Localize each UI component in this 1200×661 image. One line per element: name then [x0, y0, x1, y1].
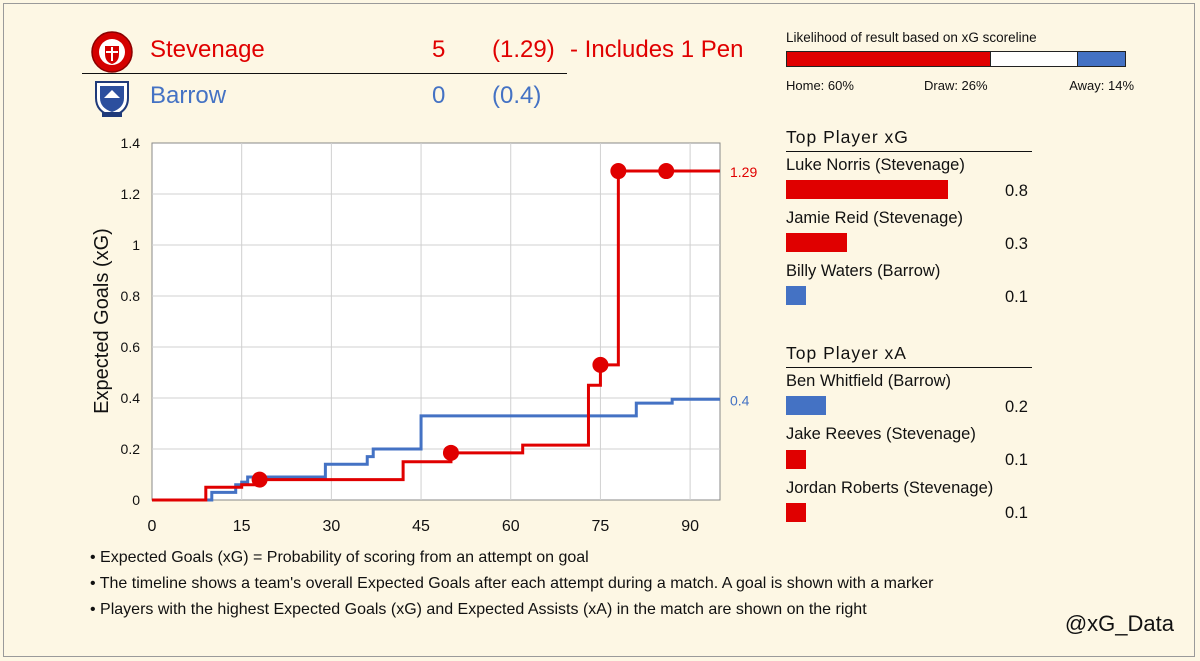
- x-tick-label: 0: [148, 518, 157, 535]
- top-xg-player-value: 0.3: [1005, 235, 1028, 253]
- top-xa-rule: [786, 367, 1032, 368]
- home-team-note: - Includes 1 Pen: [570, 36, 744, 63]
- top-xg-player-bar: [786, 286, 806, 305]
- top-xg-player-name: Luke Norris (Stevenage): [786, 156, 965, 174]
- top-xa-player-name: Jake Reeves (Stevenage): [786, 425, 976, 443]
- top-xg-player-name: Billy Waters (Barrow): [786, 262, 941, 280]
- top-xg-player-value: 0.8: [1005, 182, 1028, 200]
- y-tick-label: 0.8: [121, 288, 141, 304]
- footnote: • The timeline shows a team's overall Ex…: [90, 575, 934, 592]
- barrow-crest-icon: [95, 81, 129, 118]
- goal-marker: [442, 444, 459, 461]
- top-xg-rule: [786, 151, 1032, 152]
- footnotes: • Expected Goals (xG) = Probability of s…: [90, 545, 933, 623]
- top-xa-player-value: 0.1: [1005, 504, 1028, 522]
- plot-area: [151, 142, 721, 501]
- footnote: • Players with the highest Expected Goal…: [90, 601, 867, 618]
- home-team-xg: (1.29): [492, 36, 555, 63]
- likelihood-bar: [786, 51, 1126, 67]
- top-xa-player-name: Ben Whitfield (Barrow): [786, 372, 952, 390]
- y-tick-label: 0.2: [121, 441, 141, 457]
- top-xa-player-bar: [786, 396, 826, 415]
- home-team-name: Stevenage: [150, 36, 265, 63]
- top-xa-player-bar: [786, 450, 806, 469]
- home-team-goals: 5: [432, 36, 446, 63]
- y-tick-label: 1.2: [121, 186, 141, 202]
- y-tick-label: 0: [132, 492, 140, 508]
- likelihood-away-label: Away: 14%: [1069, 78, 1134, 93]
- top-xg-player-value: 0.1: [1005, 288, 1028, 306]
- likelihood-panel: Likelihood of result based on xG scoreli…: [786, 30, 1136, 93]
- likelihood-home-label: Home: 60%: [786, 78, 854, 93]
- top-xa-title: Top Player xA: [786, 343, 907, 363]
- away-team-name: Barrow: [150, 82, 227, 109]
- author-handle: @xG_Data: [1064, 611, 1174, 636]
- y-axis-label: Expected Goals (xG): [91, 228, 113, 414]
- away-team-row: Barrow 0 (0.4): [90, 76, 750, 120]
- stevenage-crest-icon: [91, 31, 133, 73]
- y-tick-label: 0.6: [121, 339, 141, 355]
- home-team-row: Stevenage 5 (1.29) - Includes 1 Pen: [90, 30, 750, 74]
- away-team-goals: 0: [432, 82, 446, 109]
- top-xa-player-name: Jordan Roberts (Stevenage): [786, 479, 994, 497]
- goal-marker: [610, 163, 627, 180]
- series-end-label: 1.29: [730, 164, 757, 180]
- y-tick-label: 1: [132, 237, 140, 253]
- score-divider: [82, 73, 567, 74]
- top-xg-player-name: Jamie Reid (Stevenage): [786, 209, 964, 227]
- goal-marker: [251, 471, 268, 488]
- top-xa-player-value: 0.1: [1005, 451, 1028, 469]
- top-xa-player-bar: [786, 503, 806, 522]
- x-tick-label: 90: [681, 518, 699, 535]
- top-xa-player-value: 0.2: [1005, 398, 1028, 416]
- x-tick-label: 15: [233, 518, 251, 535]
- x-tick-label: 30: [322, 518, 340, 535]
- likelihood-draw-segment: [989, 52, 1078, 66]
- goal-marker: [592, 356, 609, 373]
- likelihood-home-segment: [787, 52, 990, 66]
- series-end-label: 0.4: [730, 392, 750, 408]
- y-tick-label: 1.4: [121, 135, 141, 151]
- likelihood-draw-label: Draw: 26%: [924, 78, 988, 93]
- x-tick-label: 75: [592, 518, 610, 535]
- likelihood-away-segment: [1077, 52, 1125, 66]
- x-tick-label: 60: [502, 518, 520, 535]
- footnote: • Expected Goals (xG) = Probability of s…: [90, 549, 589, 566]
- y-tick-label: 0.4: [121, 390, 141, 406]
- x-tick-label: 45: [412, 518, 430, 535]
- top-xg-title: Top Player xG: [786, 127, 909, 147]
- top-xg-player-bar: [786, 180, 948, 199]
- away-team-xg: (0.4): [492, 82, 542, 109]
- goal-marker: [658, 163, 675, 180]
- top-xg-player-bar: [786, 233, 847, 252]
- chart-frame: [3, 3, 1195, 657]
- likelihood-title: Likelihood of result based on xG scoreli…: [786, 30, 1037, 45]
